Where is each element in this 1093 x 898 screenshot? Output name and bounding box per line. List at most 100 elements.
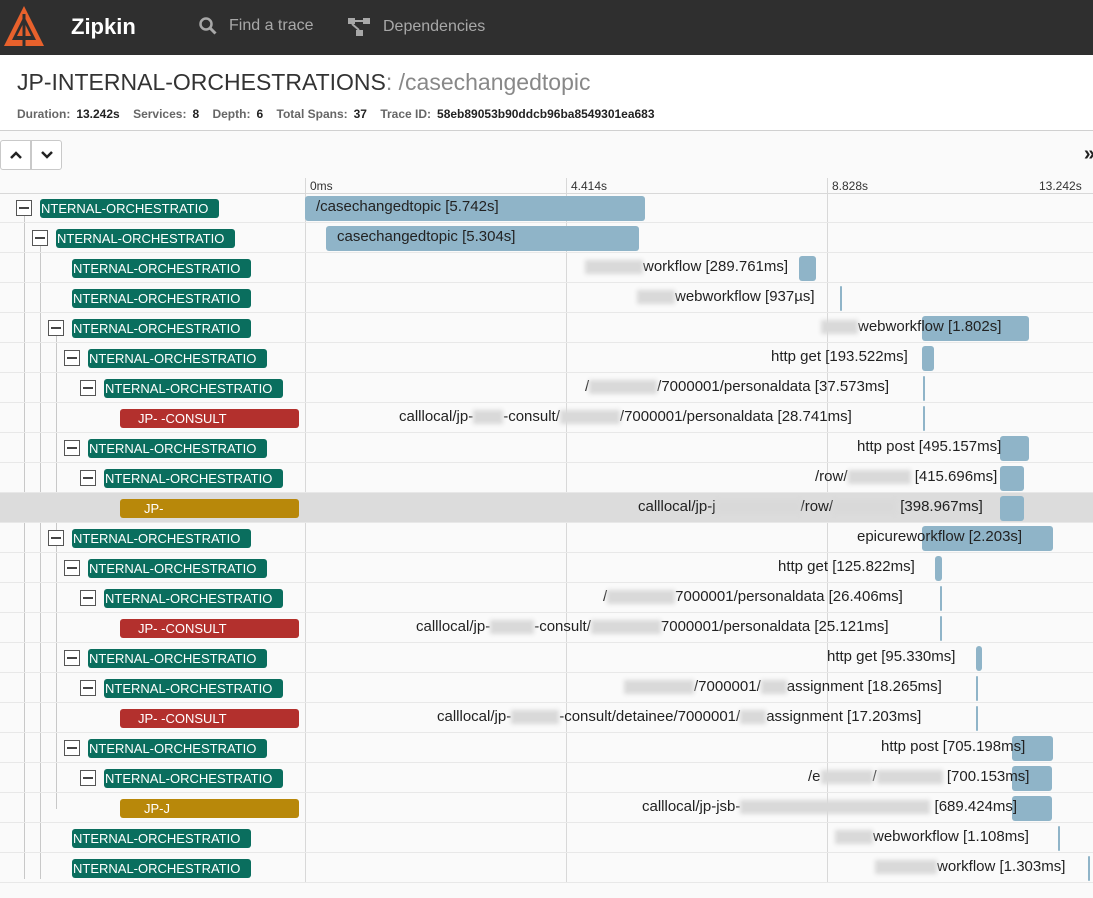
- duration-label: Duration:: [17, 107, 71, 121]
- tick-line-0: [305, 178, 306, 883]
- span-bar[interactable]: [305, 196, 645, 221]
- redacted-text: [740, 710, 767, 725]
- zipkin-logo-icon[interactable]: [2, 4, 46, 50]
- redacted-text: [559, 410, 620, 425]
- span-row[interactable]: NTERNAL-ORCHESTRATIO /casechangedtopic […: [0, 193, 1093, 223]
- nav-dependencies-label: Dependencies: [383, 18, 486, 35]
- span-label: webworkflow [1.108ms]: [835, 828, 1029, 845]
- chevron-up-icon: [9, 151, 22, 159]
- span-row[interactable]: JP- -CONSULT calllocal/jp- -consult/detai…: [0, 703, 1093, 733]
- collapse-toggle[interactable]: [32, 230, 48, 246]
- span-bar[interactable]: [976, 646, 982, 671]
- span-row[interactable]: NTERNAL-ORCHESTRATIO /row/ [415.696ms]: [0, 463, 1093, 493]
- span-row[interactable]: NTERNAL-ORCHESTRATIO / /7000001/personald…: [0, 373, 1093, 403]
- span-row[interactable]: NTERNAL-ORCHESTRATIO webworkflow [937µs]: [0, 283, 1093, 313]
- open-span-detail-button[interactable]: »: [1083, 143, 1093, 165]
- collapse-toggle[interactable]: [64, 560, 80, 576]
- span-row[interactable]: JP- -CONSULT calllocal/jp- -consult/ /7000…: [0, 403, 1093, 433]
- span-bar[interactable]: [1000, 436, 1029, 461]
- span-row[interactable]: NTERNAL-ORCHESTRATIO /7000001/assignment…: [0, 673, 1093, 703]
- service-badge: NTERNAL-ORCHESTRATIO: [40, 199, 219, 218]
- span-bar[interactable]: [923, 376, 925, 401]
- span-bar[interactable]: [326, 226, 639, 251]
- service-badge: NTERNAL-ORCHESTRATIO: [88, 439, 267, 458]
- span-label: workflow [1.303ms]: [875, 858, 1065, 875]
- span-row[interactable]: NTERNAL-ORCHESTRATIO http get [125.822ms…: [0, 553, 1093, 583]
- span-label-text: -consult/: [534, 618, 591, 635]
- collapse-toggle[interactable]: [80, 470, 96, 486]
- span-row[interactable]: NTERNAL-ORCHESTRATIO /e / [700.153ms]: [0, 763, 1093, 793]
- span-bar[interactable]: [1000, 466, 1024, 491]
- span-row[interactable]: NTERNAL-ORCHESTRATIO / 7000001/personalda…: [0, 583, 1093, 613]
- service-badge: NTERNAL-ORCHESTRATIO: [104, 679, 283, 698]
- span-bar[interactable]: [976, 676, 978, 701]
- span-bar[interactable]: [1000, 496, 1024, 521]
- span-row[interactable]: NTERNAL-ORCHESTRATIO webworkflow [1.108m…: [0, 823, 1093, 853]
- span-bar[interactable]: [1058, 826, 1060, 851]
- redacted-text: [875, 860, 937, 875]
- span-bar[interactable]: [922, 346, 934, 371]
- span-row-selected[interactable]: JP- calllocal/jp-j/row/ [398.967ms]: [0, 493, 1093, 523]
- collapse-toggle[interactable]: [64, 350, 80, 366]
- collapse-toggle[interactable]: [64, 440, 80, 456]
- brand-name[interactable]: Zipkin: [71, 14, 136, 39]
- collapse-toggle[interactable]: [16, 200, 32, 216]
- span-label-text: calllocal/jp-: [416, 618, 491, 635]
- span-bar[interactable]: [840, 286, 842, 311]
- span-bar[interactable]: [935, 556, 942, 581]
- span-row[interactable]: NTERNAL-ORCHESTRATIO casechangedtopic [5…: [0, 223, 1093, 253]
- span-row[interactable]: NTERNAL-ORCHESTRATIO workflow [289.761ms…: [0, 253, 1093, 283]
- span-label: epicureworkflow [2.203s]: [857, 528, 1023, 545]
- nav-dependencies[interactable]: Dependencies: [347, 17, 485, 37]
- collapse-toggle[interactable]: [64, 740, 80, 756]
- span-bar[interactable]: [940, 586, 942, 611]
- collapse-toggle[interactable]: [80, 590, 96, 606]
- nav-find-trace[interactable]: Find a trace: [199, 17, 313, 35]
- service-badge: NTERNAL-ORCHESTRATIO: [104, 769, 283, 788]
- service-badge: NTERNAL-ORCHESTRATIO: [72, 259, 251, 278]
- span-bar[interactable]: [923, 406, 925, 431]
- span-row[interactable]: JP- -CONSULT calllocal/jp- -consult/70000…: [0, 613, 1093, 643]
- trace-summary: Duration: 13.242s Services: 8 Depth: 6 Tota…: [17, 107, 665, 121]
- collapse-toggle[interactable]: [48, 320, 64, 336]
- span-row[interactable]: NTERNAL-ORCHESTRATIO epicureworkflow [2.…: [0, 523, 1093, 553]
- span-row[interactable]: NTERNAL-ORCHESTRATIO http post [495.157m…: [0, 433, 1093, 463]
- collapse-toggle[interactable]: [80, 380, 96, 396]
- service-badge: JP-: [120, 499, 299, 518]
- span-bar[interactable]: [1088, 856, 1090, 881]
- span-label: http get [95.330ms]: [827, 648, 956, 665]
- span-row[interactable]: JP-J calllocal/jp-jsb- [689.424ms]: [0, 793, 1093, 823]
- trace-timeline: 0ms 4.414s 8.828s 13.242s NTERNAL-ORCHES…: [0, 178, 1093, 898]
- service-badge: NTERNAL-ORCHESTRATIO: [72, 529, 251, 548]
- redacted-text: [835, 830, 873, 845]
- redacted-text: [821, 320, 858, 335]
- span-row[interactable]: NTERNAL-ORCHESTRATIO http post [705.198m…: [0, 733, 1093, 763]
- expand-all-button[interactable]: [31, 140, 62, 170]
- collapse-all-button[interactable]: [0, 140, 31, 170]
- span-label-text: /7000001/personaldata [28.741ms]: [619, 408, 852, 425]
- span-row[interactable]: NTERNAL-ORCHESTRATIO http get [95.330ms]: [0, 643, 1093, 673]
- span-bar[interactable]: [922, 526, 1053, 551]
- collapse-toggle[interactable]: [48, 530, 64, 546]
- span-bar[interactable]: [940, 616, 942, 641]
- span-bar[interactable]: [922, 316, 1029, 341]
- span-row[interactable]: NTERNAL-ORCHESTRATIO webworkflow [1.802s…: [0, 313, 1093, 343]
- span-row[interactable]: NTERNAL-ORCHESTRATIO workflow [1.303ms]: [0, 853, 1093, 883]
- span-label-text: calllocal/jp-jsb-: [642, 798, 741, 815]
- service-badge: NTERNAL-ORCHESTRATIO: [104, 379, 283, 398]
- trace-id-value: 58eb89053b90ddcb96ba8549301ea683: [437, 107, 655, 121]
- collapse-toggle[interactable]: [64, 650, 80, 666]
- span-row[interactable]: NTERNAL-ORCHESTRATIO http get [193.522ms…: [0, 343, 1093, 373]
- span-bar[interactable]: [799, 256, 816, 281]
- span-label-text: workflow [289.761ms]: [643, 258, 789, 275]
- redacted-text: [589, 380, 658, 395]
- span-label-text: assignment [17.203ms]: [766, 708, 922, 725]
- collapse-toggle[interactable]: [80, 770, 96, 786]
- span-bar[interactable]: [976, 706, 978, 731]
- redacted-text: [624, 680, 694, 695]
- span-bar[interactable]: [1012, 766, 1052, 791]
- span-bar[interactable]: [1012, 736, 1053, 761]
- span-bar[interactable]: [1012, 796, 1052, 821]
- collapse-toggle[interactable]: [80, 680, 96, 696]
- service-badge: NTERNAL-ORCHESTRATIO: [104, 589, 283, 608]
